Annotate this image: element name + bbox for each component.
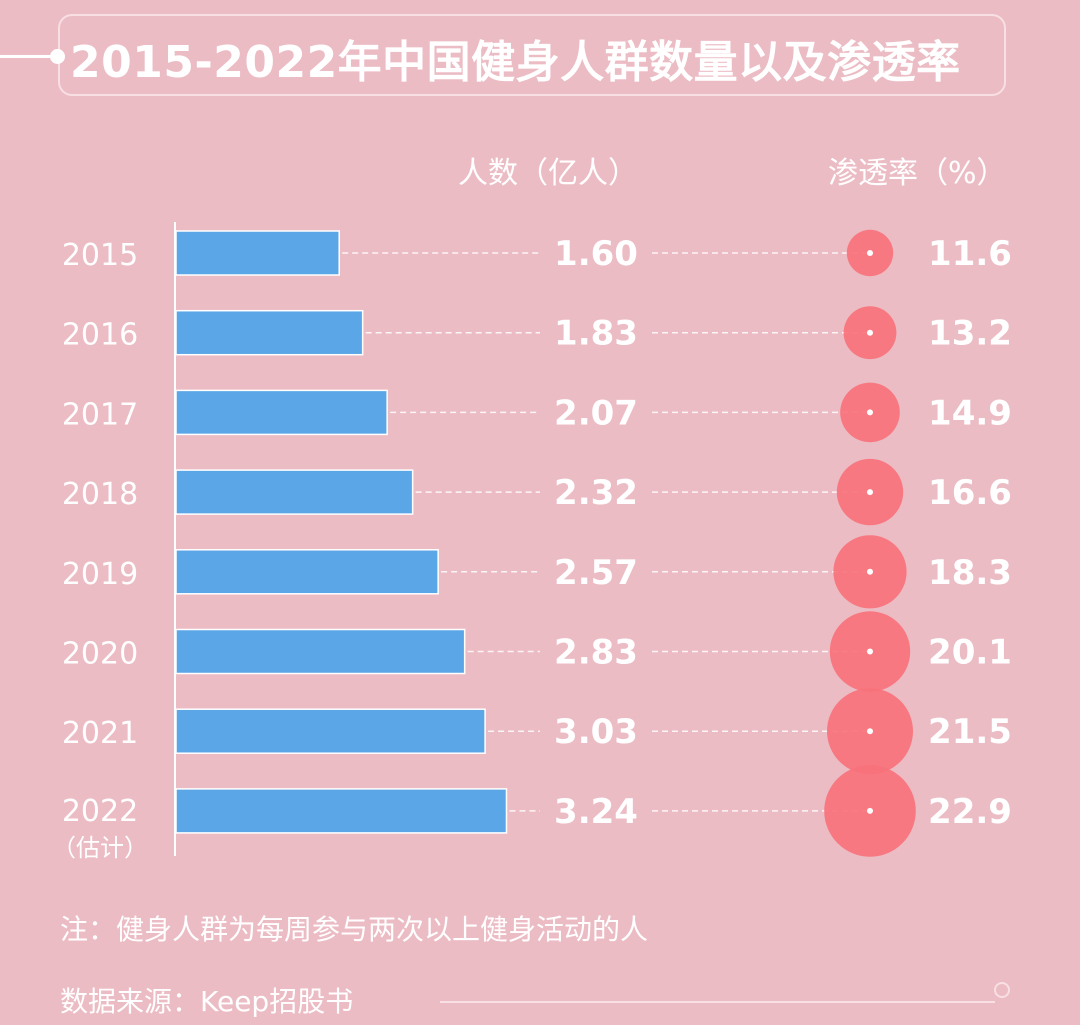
source-decor-line [440, 1001, 995, 1003]
rate-bubble-center-dot [867, 329, 873, 336]
rate-value-label: 14.9 [928, 393, 1012, 433]
rate-bubble-center-dot [867, 568, 873, 575]
rate-value-label: 20.1 [928, 633, 1012, 673]
count-value-label: 2.32 [554, 473, 638, 513]
year-label: 2018 [62, 477, 138, 512]
bar-2020 [175, 628, 466, 675]
bar-2022 [175, 788, 508, 834]
rate-bubble-center-dot [867, 409, 873, 416]
bar-2016 [175, 309, 364, 356]
rate-bubble-center-dot [867, 489, 873, 496]
rate-value-label: 18.3 [928, 553, 1012, 593]
year-label: 2022 [62, 794, 138, 829]
year-label: 2021 [62, 716, 138, 751]
bar-2015 [175, 230, 340, 276]
rate-bubble-center-dot [867, 728, 873, 735]
count-value-label: 3.24 [554, 792, 638, 832]
source-decor-dot [994, 982, 1010, 998]
year-label: 2015 [62, 238, 138, 273]
footnote: 注：健身人群为每周参与两次以上健身活动的人 [60, 913, 649, 946]
count-value-label: 3.03 [554, 712, 638, 752]
header-count: 人数（亿人） [458, 156, 638, 191]
year-label: 2019 [62, 557, 138, 592]
count-value-label: 2.83 [554, 633, 638, 673]
bar-2017 [175, 389, 388, 436]
header-rate: 渗透率（%） [828, 156, 1007, 191]
title-decor-line [0, 55, 58, 58]
year-label: 2016 [62, 318, 138, 353]
title-decor-dot [50, 49, 65, 64]
bar-2018 [175, 469, 414, 515]
rate-value-label: 22.9 [928, 792, 1012, 832]
year-label: 2020 [62, 637, 138, 672]
bar-2019 [175, 549, 439, 595]
rate-bubble-center-dot [867, 807, 873, 814]
rate-value-label: 11.6 [928, 234, 1012, 274]
rate-bubble-center-dot [867, 250, 873, 256]
rate-value-label: 21.5 [928, 712, 1012, 752]
count-value-label: 1.83 [554, 314, 638, 354]
rate-value-label: 13.2 [928, 314, 1012, 354]
count-value-label: 2.57 [554, 553, 638, 593]
bar-2021 [175, 708, 486, 754]
rate-value-label: 16.6 [928, 473, 1012, 513]
count-value-label: 2.07 [554, 393, 638, 433]
source-text: 数据来源：Keep招股书 [60, 985, 354, 1018]
chart-title: 2015-2022年中国健身人群数量以及渗透率 [70, 37, 961, 88]
year-label: 2017 [62, 397, 138, 432]
count-value-label: 1.60 [554, 234, 638, 274]
rate-bubble-center-dot [867, 648, 873, 655]
year-note-label: （估计） [52, 834, 148, 862]
